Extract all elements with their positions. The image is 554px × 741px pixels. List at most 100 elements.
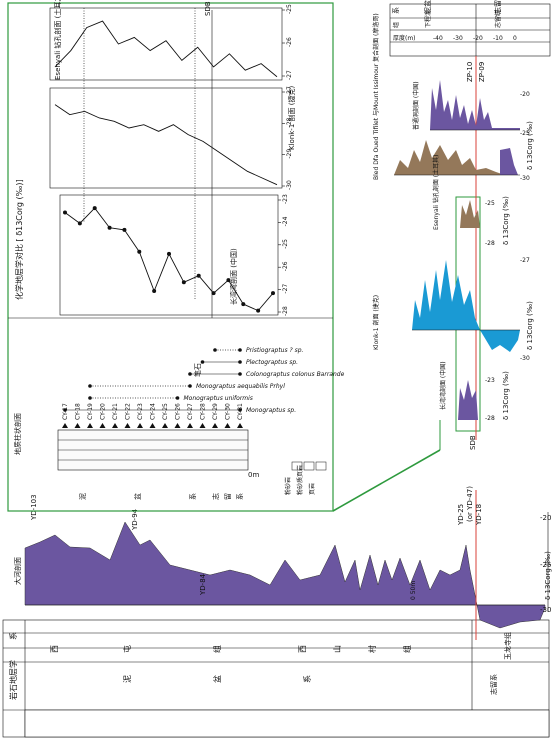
rp-tb-1: -28	[485, 240, 495, 247]
rp-th-20: -20	[473, 35, 483, 42]
legend-siltstone: 粉砂岩	[284, 477, 292, 495]
column-header: 岩石地层学	[8, 660, 18, 700]
profile-esenyali	[460, 200, 480, 228]
rp-ta-1: -25	[520, 130, 530, 137]
sample-marker	[162, 423, 168, 428]
tick-label: -26	[286, 37, 293, 47]
sample-marker	[62, 423, 68, 428]
rp-th-10: -10	[493, 35, 503, 42]
sample-label: CY-30	[225, 403, 232, 420]
rp-ta-0: -30	[520, 175, 530, 182]
series-upper-1: 屯	[122, 645, 132, 653]
dahe-label: 大河剖面	[13, 557, 22, 585]
legend-shale: 页岩	[308, 483, 316, 495]
dahe-scale: 0 50m	[410, 581, 417, 600]
sample-yd84: YD-84	[199, 573, 207, 596]
tick-label: -27	[286, 86, 293, 96]
taxon-dot	[238, 348, 242, 352]
profile-putong-label: 普通洞剖面 (中国)	[412, 81, 420, 130]
taxon-name: Monograptus sp.	[246, 407, 296, 414]
taxon-dot	[63, 408, 67, 412]
tick-label: -25	[286, 4, 293, 14]
sample-marker	[237, 423, 243, 428]
sample-marker	[187, 423, 193, 428]
sample-yd94: YD-94	[131, 508, 139, 531]
esenyali-plot: -27 -26 -25 Esenyali 钻孔剖面 (土耳其)	[49, 0, 293, 81]
tick-label: -23	[282, 194, 289, 204]
tick-label: -26	[282, 261, 289, 271]
zp-10: ZP-10	[466, 62, 474, 82]
profile-shanhu-label: 长湾湾剖面 (中国)	[439, 361, 447, 410]
panel-sys-0: 泥	[79, 493, 87, 500]
data-point	[122, 227, 127, 232]
taxon-dot	[238, 408, 242, 412]
rp-devonian: 泥盆系	[423, 0, 432, 14]
rp-system: 系	[391, 7, 400, 14]
rp-ta-2: -20	[520, 91, 530, 98]
rp-thickness: 厚度(m)	[393, 34, 416, 42]
graptolite-ranges: 笔石 Monograptus sp. Monograptus uniformis M…	[63, 347, 345, 414]
panel-sil-1: 留	[223, 493, 232, 500]
tick-label: -25	[282, 239, 289, 249]
rp-sdb: SDB	[469, 435, 477, 450]
series-upper-0: 西	[50, 645, 59, 653]
profile-morocco-label: Bled Dfa Oued Tifilet 与Mount Issimour 复合…	[372, 13, 380, 180]
rp-tc-1: -30	[520, 355, 530, 362]
sample-marker	[137, 423, 143, 428]
series-lower-1: 山	[332, 645, 342, 653]
taxon-dot	[200, 360, 205, 364]
sample-label: CY-29	[212, 403, 219, 420]
data-point	[107, 225, 112, 230]
sample-yd18: YD-18	[475, 504, 483, 526]
data-point	[167, 251, 171, 256]
taxon-name: Plectograptus sp.	[246, 359, 298, 366]
rp-tc-0: -27	[520, 257, 530, 264]
profile-putong	[430, 80, 520, 130]
klonk-plot: -30 -29 -28 -27 Klonk-1 剖面 (捷克)	[49, 86, 296, 190]
sample-label: CY-20	[100, 403, 107, 420]
profile-klonk	[412, 260, 520, 352]
chemo-title: 化学地层学对比 [ δ13Corg (‰)]	[14, 179, 24, 300]
graptolite-header: 笔石	[193, 363, 202, 377]
shanhu-plot: -28 -27 -26 -25 -24 -23 长湾湾剖面 (中国)	[59, 194, 289, 316]
sample-label: CY-28	[200, 403, 207, 420]
dahe-tick-1: -25	[540, 561, 551, 569]
rp-td-1: -28	[485, 415, 495, 422]
cy-samples: CY-17CY-18CY-19CY-20CY-21CY-22CY-23CY-24…	[62, 403, 244, 428]
green-panel: 地质柱状剖面 CY-17CY-18CY-19CY-20CY-21CY-22CY-…	[7, 0, 481, 512]
tick-label: -29	[286, 149, 293, 159]
rp-axis-a: δ 13Corg (‰)	[526, 121, 534, 170]
sample-marker	[112, 423, 118, 428]
dahe-fill	[24, 521, 546, 629]
sample-yd25: YD-25	[457, 504, 465, 526]
data-point	[63, 210, 67, 215]
profile-morocco-purple	[500, 148, 518, 175]
data-point	[196, 273, 201, 278]
rp-td-0: -23	[485, 377, 495, 384]
sample-marker	[149, 423, 156, 428]
esenyali-label: Esenyali 钻孔剖面 (土耳其)	[53, 0, 62, 80]
data-point	[181, 280, 186, 285]
profile-esenyali-label: Esenyali 钻孔剖面 (土耳其)	[432, 155, 440, 230]
sample-marker	[87, 423, 93, 428]
dahe-tick-0: -30	[540, 606, 551, 614]
legend-silty-shale: 粉砂质页岩	[296, 465, 304, 495]
profile-shanhu	[458, 380, 478, 420]
litho-ticks	[58, 439, 248, 461]
sample-marker	[99, 423, 106, 428]
taxon-dot	[188, 372, 192, 376]
tick-label: -27	[286, 70, 293, 80]
data-point	[256, 308, 261, 313]
tick-label: -30	[286, 180, 293, 190]
data-point	[271, 291, 275, 296]
profile-klonk-label: Klonk-1 剖面 (捷克)	[372, 295, 380, 350]
taxon-dot	[175, 396, 180, 400]
silurian-label: 志留系	[489, 674, 498, 695]
data-point	[211, 291, 216, 296]
sample-label: CY-22	[125, 403, 132, 420]
panel-sys-1: 盆	[133, 493, 142, 500]
rp-th-30: -30	[453, 35, 463, 42]
taxon-dot	[238, 372, 242, 376]
silurian-sub: 玉龙寺组	[503, 632, 512, 660]
taxon-dot	[88, 396, 92, 400]
